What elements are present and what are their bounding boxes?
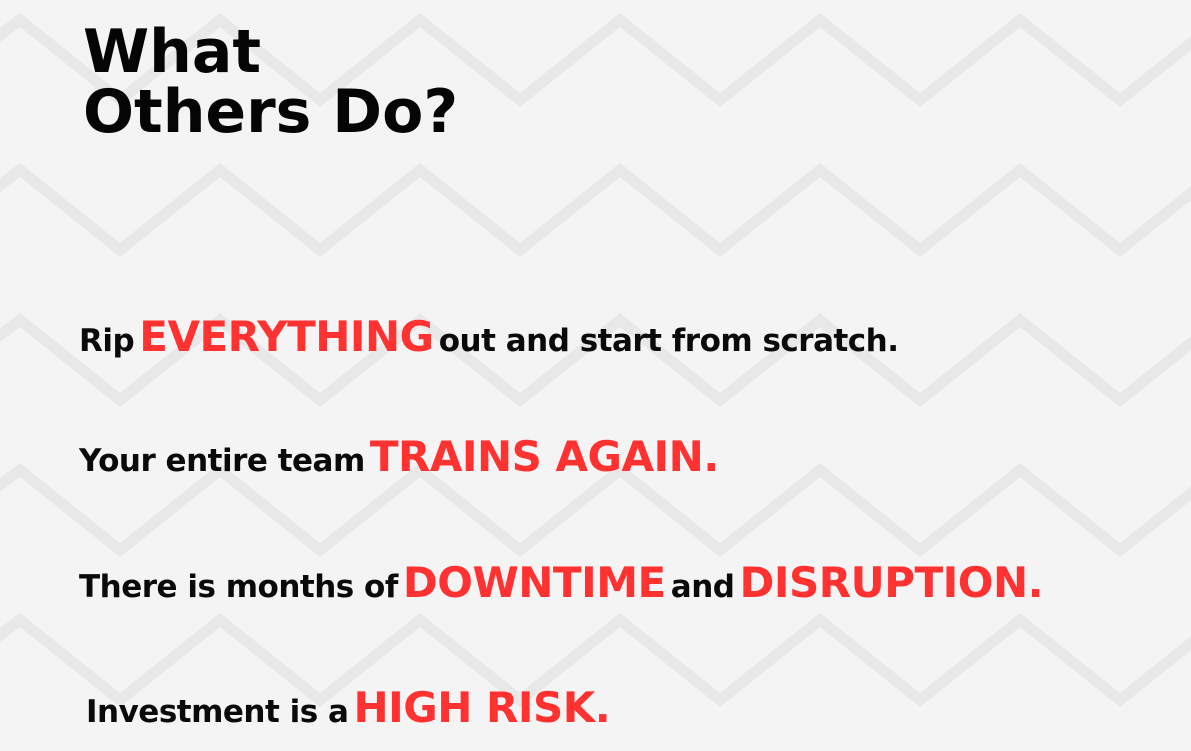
statement-line-3: There is months of DOWNTIME and DISRUPTI… xyxy=(79,558,1044,607)
statement-text: There is months of xyxy=(79,569,398,605)
slide-title: What Others Do? xyxy=(83,17,459,147)
statement-text: Your entire team xyxy=(79,443,365,479)
statement-emphasis: DOWNTIME xyxy=(402,558,666,607)
statement-line-1: Rip EVERYTHING out and start from scratc… xyxy=(79,312,899,361)
statement-text: Investment is a xyxy=(86,694,349,730)
statement-text: and xyxy=(670,569,735,605)
statement-emphasis: TRAINS AGAIN. xyxy=(369,432,719,481)
statement-emphasis: EVERYTHING xyxy=(139,312,434,361)
statement-text: Rip xyxy=(79,323,135,359)
statement-emphasis: HIGH RISK. xyxy=(353,683,611,732)
statement-emphasis: DISRUPTION. xyxy=(739,558,1044,607)
statement-line-4: Investment is a HIGH RISK. xyxy=(86,683,611,732)
statement-line-2: Your entire team TRAINS AGAIN. xyxy=(79,432,719,481)
statement-text: out and start from scratch. xyxy=(438,323,899,359)
